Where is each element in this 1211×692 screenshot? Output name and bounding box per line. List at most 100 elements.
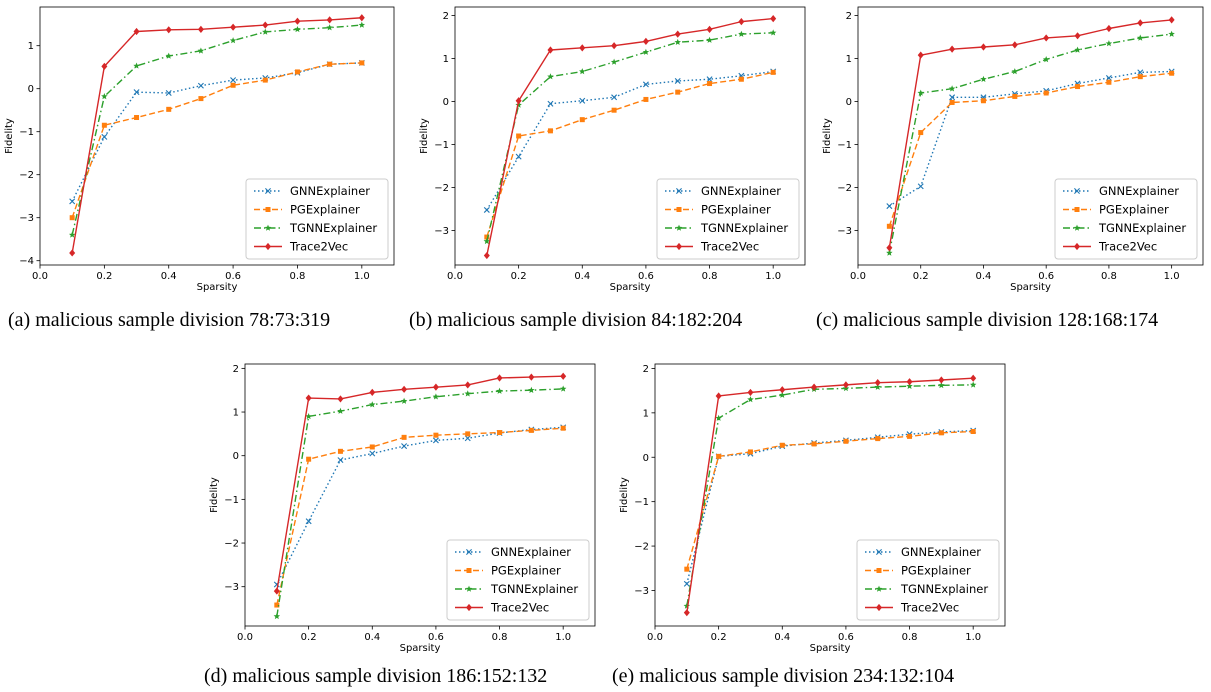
data-point — [483, 251, 490, 260]
data-point — [133, 89, 140, 96]
y-tick-label: −4 — [19, 256, 34, 267]
legend-box — [1054, 178, 1198, 260]
data-point — [770, 69, 776, 75]
data-point — [305, 518, 312, 525]
data-point — [1137, 19, 1144, 27]
data-point — [811, 383, 818, 391]
legend-marker — [466, 549, 472, 555]
chart-e-svg: 0.0 0.2 0.4 0.6 0.8 1.0 −3 −2 −1 0 1 2 Sparsity Fidel… — [619, 363, 1006, 654]
series-line — [71, 24, 362, 236]
data-point — [337, 457, 344, 464]
data-point — [1137, 69, 1144, 76]
data-point — [1042, 56, 1050, 63]
y-tick-label: −3 — [634, 586, 649, 597]
chart-e: 0.0 0.2 0.4 0.6 0.8 1.0 −3 −2 −1 0 1 2 Sparsity Fidel… — [610, 356, 1010, 656]
data-point — [611, 42, 618, 50]
series-line — [71, 17, 362, 254]
data-point — [294, 17, 301, 25]
data-point — [970, 428, 976, 434]
data-point — [101, 62, 108, 70]
data-point — [528, 427, 534, 433]
series-line — [686, 384, 974, 607]
data-point — [497, 430, 503, 436]
y-tick-label: 2 — [233, 364, 239, 375]
data-point — [875, 436, 881, 442]
data-point — [528, 373, 535, 381]
data-point — [886, 223, 892, 229]
data-point — [579, 68, 586, 75]
data-point — [465, 431, 471, 437]
data-point — [938, 381, 945, 389]
data-point — [683, 609, 690, 617]
y-axis-label: Fidelity — [619, 477, 630, 513]
data-point — [980, 43, 987, 51]
data-point — [133, 27, 140, 36]
data-point — [715, 392, 722, 400]
data-point — [886, 244, 893, 252]
data-point — [1074, 46, 1081, 53]
data-point — [401, 385, 408, 393]
data-point — [1105, 24, 1112, 33]
data-point — [515, 97, 522, 105]
series-pgexplainer — [886, 70, 1175, 229]
data-point — [165, 90, 172, 96]
data-point — [949, 45, 956, 53]
data-point — [358, 21, 366, 28]
legend-label: PGExplainer — [1099, 203, 1169, 217]
chart-d-svg: 0.0 0.2 0.4 0.6 0.8 1.0 −3 −2 −1 0 1 2 Sparsity Fidel… — [209, 363, 596, 654]
legend-label: TGNNExplainer — [900, 582, 988, 596]
legend-marker — [264, 224, 272, 231]
x-tick-label: 0.2 — [511, 271, 527, 282]
legend-marker — [676, 207, 682, 212]
data-point — [579, 44, 586, 52]
data-point — [337, 448, 343, 454]
data-point — [547, 128, 553, 134]
data-point — [643, 96, 649, 102]
data-point — [262, 77, 268, 83]
series-trace2vec — [69, 14, 365, 257]
series-tgnnexplainer — [273, 385, 567, 620]
data-point — [1043, 90, 1049, 96]
data-point — [273, 612, 281, 620]
series-tgnnexplainer — [886, 30, 1175, 256]
x-axis-label: Sparsity — [400, 643, 441, 654]
series-tgnnexplainer — [483, 29, 777, 245]
legend-label: TGNNExplainer — [700, 221, 788, 235]
data-point — [305, 394, 312, 402]
legend-label: GNNExplainer — [1099, 184, 1179, 198]
y-tick-label: 0 — [28, 84, 34, 95]
data-point — [432, 437, 439, 444]
series-line — [71, 62, 362, 218]
x-tick-label: 0.8 — [492, 632, 508, 643]
data-point — [706, 76, 713, 83]
data-point — [369, 388, 376, 396]
data-point — [326, 16, 333, 24]
plot-frame — [39, 6, 395, 266]
x-tick-label: 0.0 — [647, 632, 663, 643]
y-axis-label: Fidelity — [419, 118, 430, 154]
data-point — [716, 453, 722, 459]
data-point — [274, 602, 280, 608]
series-line — [276, 427, 564, 606]
caption-a: (a) malicious sample division 78:73:319 — [8, 309, 331, 331]
data-point — [515, 153, 522, 160]
legend-box — [446, 539, 590, 621]
x-tick-label: 0.6 — [428, 632, 444, 643]
legend-marker — [265, 242, 271, 251]
data-point — [369, 450, 376, 457]
data-point — [906, 382, 913, 389]
y-tick-label: 0 — [443, 97, 449, 108]
series-trace2vec — [683, 374, 977, 617]
data-point — [560, 372, 567, 380]
data-point — [738, 76, 744, 82]
series-pgexplainer — [684, 428, 976, 572]
x-tick-label: 0.8 — [902, 632, 918, 643]
y-tick-label: −2 — [224, 539, 239, 550]
data-point — [874, 383, 881, 390]
caption-c: (c) malicious sample division 128:168:17… — [816, 309, 1159, 331]
x-tick-label: 0.4 — [976, 271, 992, 282]
data-point — [707, 81, 713, 87]
data-point — [747, 396, 754, 403]
series-line — [888, 72, 1172, 227]
x-tick-label: 0.8 — [1101, 271, 1117, 282]
